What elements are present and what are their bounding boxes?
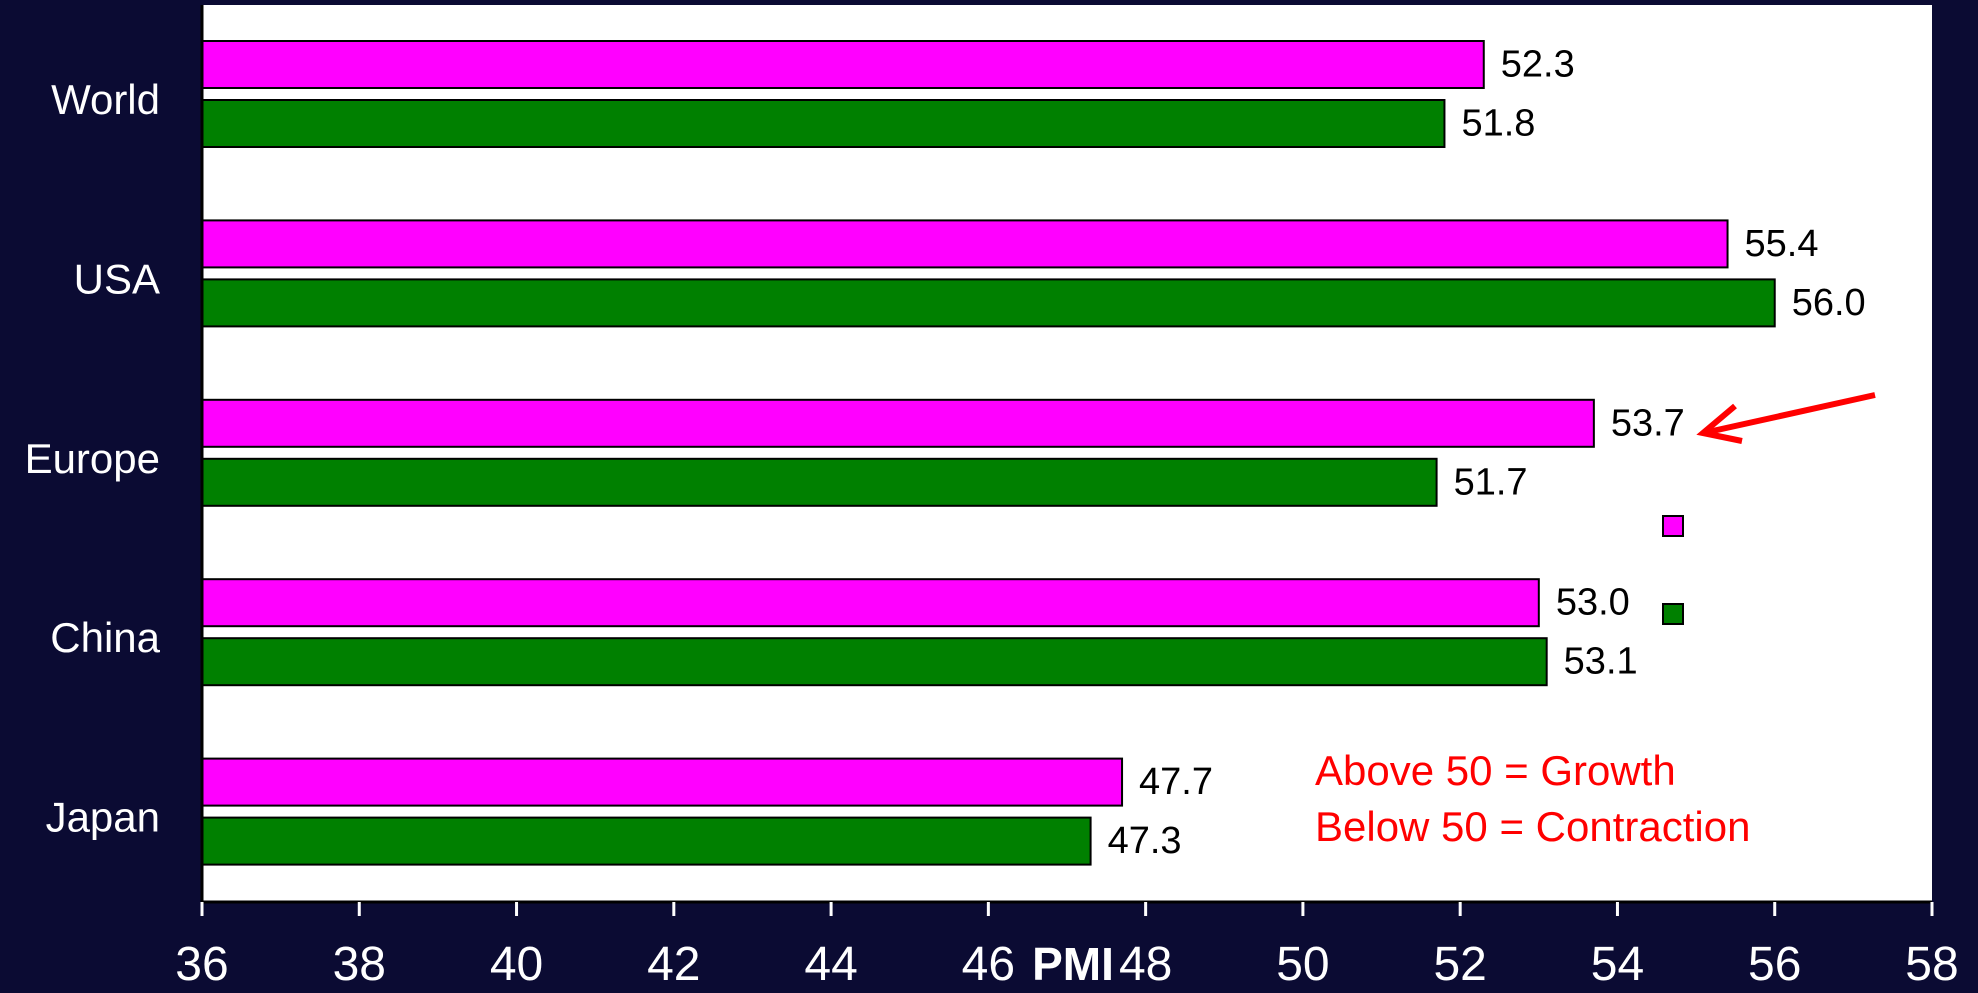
- bar-japan-august: [201, 816, 1092, 866]
- ticks-layer: 36 38 40 42 44 46 48 50 52 54 56 58: [175, 902, 1959, 991]
- x-tick-label-38: 38: [333, 938, 386, 988]
- bar-usa-september: [201, 219, 1729, 269]
- annotation-growth: Above 50 = Growth: [1315, 747, 1676, 794]
- legend-swatch-september: [1662, 515, 1684, 537]
- bar-china-august: [201, 637, 1548, 687]
- category-label-world: World: [51, 76, 160, 123]
- legend: September August: [1662, 502, 1902, 637]
- bars-layer: [201, 40, 1776, 866]
- bar-world-september: [201, 40, 1485, 89]
- category-labels: World USA Europe China Japan: [25, 76, 161, 841]
- x-tick-label-36: 36: [175, 938, 228, 988]
- threshold-note: Above 50 = Growth Below 50 = Contraction: [1315, 747, 1750, 850]
- legend-swatch-august: [1662, 603, 1684, 625]
- x-tick-label-44: 44: [804, 938, 857, 988]
- bar-world-august: [201, 99, 1446, 148]
- bar-china-september: [201, 578, 1540, 628]
- legend-label-september: September: [1697, 502, 1902, 549]
- plot-area: [202, 5, 1932, 902]
- x-axis-title: PMI: [1032, 938, 1114, 988]
- x-tick-label-48: 48: [1119, 938, 1172, 988]
- bar-europe-september: [201, 398, 1595, 448]
- bar-usa-august: [201, 278, 1776, 328]
- legend-label-august: August: [1697, 590, 1828, 637]
- value-label-china-august: 53.1: [1564, 641, 1638, 683]
- x-tick-label-46: 46: [962, 938, 1015, 988]
- x-tick-label-54: 54: [1591, 938, 1644, 988]
- axes-layer: [200, 5, 1932, 904]
- bar-europe-august: [201, 457, 1438, 507]
- value-label-europe-august: 51.7: [1454, 461, 1528, 503]
- category-label-japan: Japan: [46, 794, 160, 841]
- x-tick-label-40: 40: [490, 938, 543, 988]
- x-tick-label-50: 50: [1276, 938, 1329, 988]
- category-label-europe: Europe: [25, 435, 160, 482]
- highlight-arrow-icon: [1696, 392, 1876, 444]
- data-labels: 52.3 51.8 55.4 56.0 53.7 51.7 53.0 53.1 47.7 47.3: [1108, 44, 1866, 863]
- category-label-usa: USA: [74, 255, 160, 302]
- category-label-china: China: [50, 614, 160, 661]
- annotation-contraction: Below 50 = Contraction: [1315, 803, 1750, 850]
- x-tick-label-56: 56: [1748, 938, 1801, 988]
- x-tick-label-58: 58: [1905, 938, 1958, 988]
- x-tick-label-52: 52: [1433, 938, 1486, 988]
- value-label-usa-september: 55.4: [1745, 223, 1819, 265]
- value-label-china-september: 53.0: [1556, 582, 1630, 624]
- x-tick-label-42: 42: [647, 938, 700, 988]
- value-label-japan-september: 47.7: [1139, 761, 1213, 803]
- value-label-japan-august: 47.3: [1108, 820, 1182, 862]
- value-label-world-september: 52.3: [1501, 44, 1575, 86]
- value-label-usa-august: 56.0: [1792, 282, 1866, 324]
- value-label-europe-september: 53.7: [1611, 402, 1685, 444]
- value-label-world-august: 51.8: [1461, 103, 1535, 145]
- bar-japan-september: [201, 757, 1124, 807]
